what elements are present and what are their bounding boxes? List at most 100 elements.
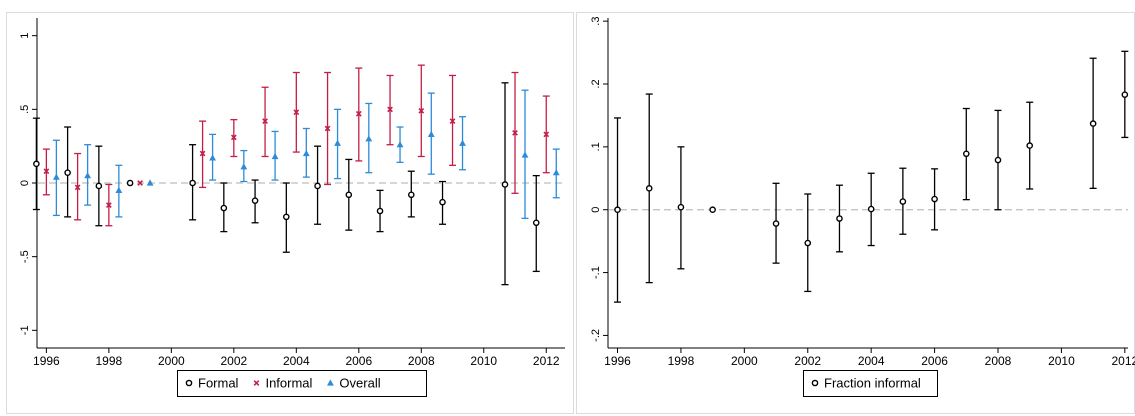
legend: Fraction informal (803, 370, 938, 397)
data-point (709, 206, 716, 214)
legend-box (803, 370, 938, 397)
x-tick-label: 2002 (220, 354, 247, 368)
data-point (324, 125, 331, 132)
x-tick-label: 1996 (33, 354, 60, 368)
x-tick-label: 1998 (668, 354, 695, 368)
data-point (867, 205, 875, 213)
y-tick-label: .5 (19, 105, 31, 114)
legend-marker (811, 379, 819, 387)
data-point (189, 179, 196, 187)
legend-label: Informal (265, 376, 312, 391)
data-point (1089, 120, 1097, 127)
data-point (209, 154, 216, 161)
series-overall (52, 89, 560, 220)
data-point (532, 219, 540, 227)
data-point (543, 131, 550, 138)
x-tick-label: 1998 (96, 354, 123, 368)
y-tick-label: .1 (590, 142, 602, 151)
data-point (84, 172, 92, 179)
data-point (931, 195, 938, 203)
x-tick-label: 2002 (794, 354, 821, 368)
chart-panel-1: -1 -.5 0 .5 1 1996 1998 2000 2002 2004 2006 2008 201… (6, 12, 574, 414)
legend-label: Formal (198, 376, 239, 391)
y-tick-label: -.1 (590, 266, 602, 279)
data-point (899, 198, 907, 205)
x-tick-label: 2000 (731, 354, 758, 368)
legend-marker (327, 379, 334, 386)
data-point (33, 160, 40, 168)
x-tick-label: 2008 (985, 354, 1012, 368)
data-point (105, 202, 112, 208)
data-point (501, 181, 509, 188)
series-informal (42, 64, 550, 227)
data-point (302, 149, 310, 157)
x-tick-label: 2010 (470, 354, 497, 368)
data-point (355, 110, 362, 117)
data-point (43, 168, 50, 175)
data-point (994, 156, 1002, 164)
y-tick-label: -.5 (19, 250, 31, 263)
data-point (521, 151, 529, 158)
y-tick-label: 1 (19, 33, 31, 39)
data-point (512, 130, 518, 136)
data-point (345, 191, 353, 199)
data-point (459, 139, 466, 146)
data-point (240, 163, 248, 170)
legend-marker (253, 380, 260, 386)
data-point (251, 197, 259, 204)
panel-frame (576, 12, 1135, 414)
data-point (677, 203, 685, 211)
x-tick-label: 2010 (1048, 354, 1075, 368)
x-tick-label: 2004 (283, 354, 310, 368)
series-fraction-informal (614, 50, 1129, 303)
data-point (146, 179, 154, 186)
x-tick-label: 1996 (604, 354, 631, 368)
x-tick-label: 2012 (533, 354, 560, 368)
y-tick-label: 0 (19, 180, 31, 186)
data-point (552, 169, 560, 176)
x-tick-label: 2000 (158, 354, 185, 368)
data-point (199, 150, 206, 157)
data-point (334, 139, 341, 146)
chart-panel-2: -.2 -.1 0 .1 .2 .3 1996 1998 2000 2002 2004 2006 200… (576, 12, 1135, 414)
data-point (836, 215, 843, 222)
data-point (283, 213, 290, 221)
data-point (387, 106, 393, 113)
data-point (52, 173, 60, 180)
legend-label: Fraction informal (824, 376, 921, 391)
panel-frame (6, 12, 574, 414)
data-point (126, 179, 134, 187)
data-point (314, 182, 321, 190)
x-tick-label: 2012 (1111, 354, 1135, 368)
x-tick-label: 2004 (858, 354, 885, 368)
data-point (804, 239, 812, 247)
data-point (614, 206, 621, 214)
data-point (418, 107, 425, 114)
x-tick-label: 2006 (921, 354, 948, 368)
data-point (137, 180, 143, 186)
y-tick-label: -1 (19, 325, 31, 335)
data-point (427, 130, 435, 137)
x-tick-label: 2008 (408, 354, 435, 368)
legend-label: Overall (339, 376, 380, 391)
y-tick-label: 0 (590, 207, 602, 213)
data-point (271, 152, 279, 160)
data-point (396, 141, 404, 148)
data-point (95, 182, 103, 190)
data-point (1026, 142, 1034, 149)
data-point (64, 169, 71, 176)
data-point (772, 220, 780, 227)
data-point (376, 207, 384, 215)
x-tick-label: 2006 (345, 354, 372, 368)
y-tick-label: .2 (590, 79, 602, 88)
data-point (115, 186, 123, 193)
legend-marker (185, 379, 193, 387)
data-point (230, 134, 237, 141)
data-point (645, 185, 653, 192)
data-point (449, 118, 456, 124)
data-point (962, 150, 970, 158)
data-point (407, 191, 415, 199)
series-formal (32, 82, 540, 286)
data-point (262, 118, 268, 124)
